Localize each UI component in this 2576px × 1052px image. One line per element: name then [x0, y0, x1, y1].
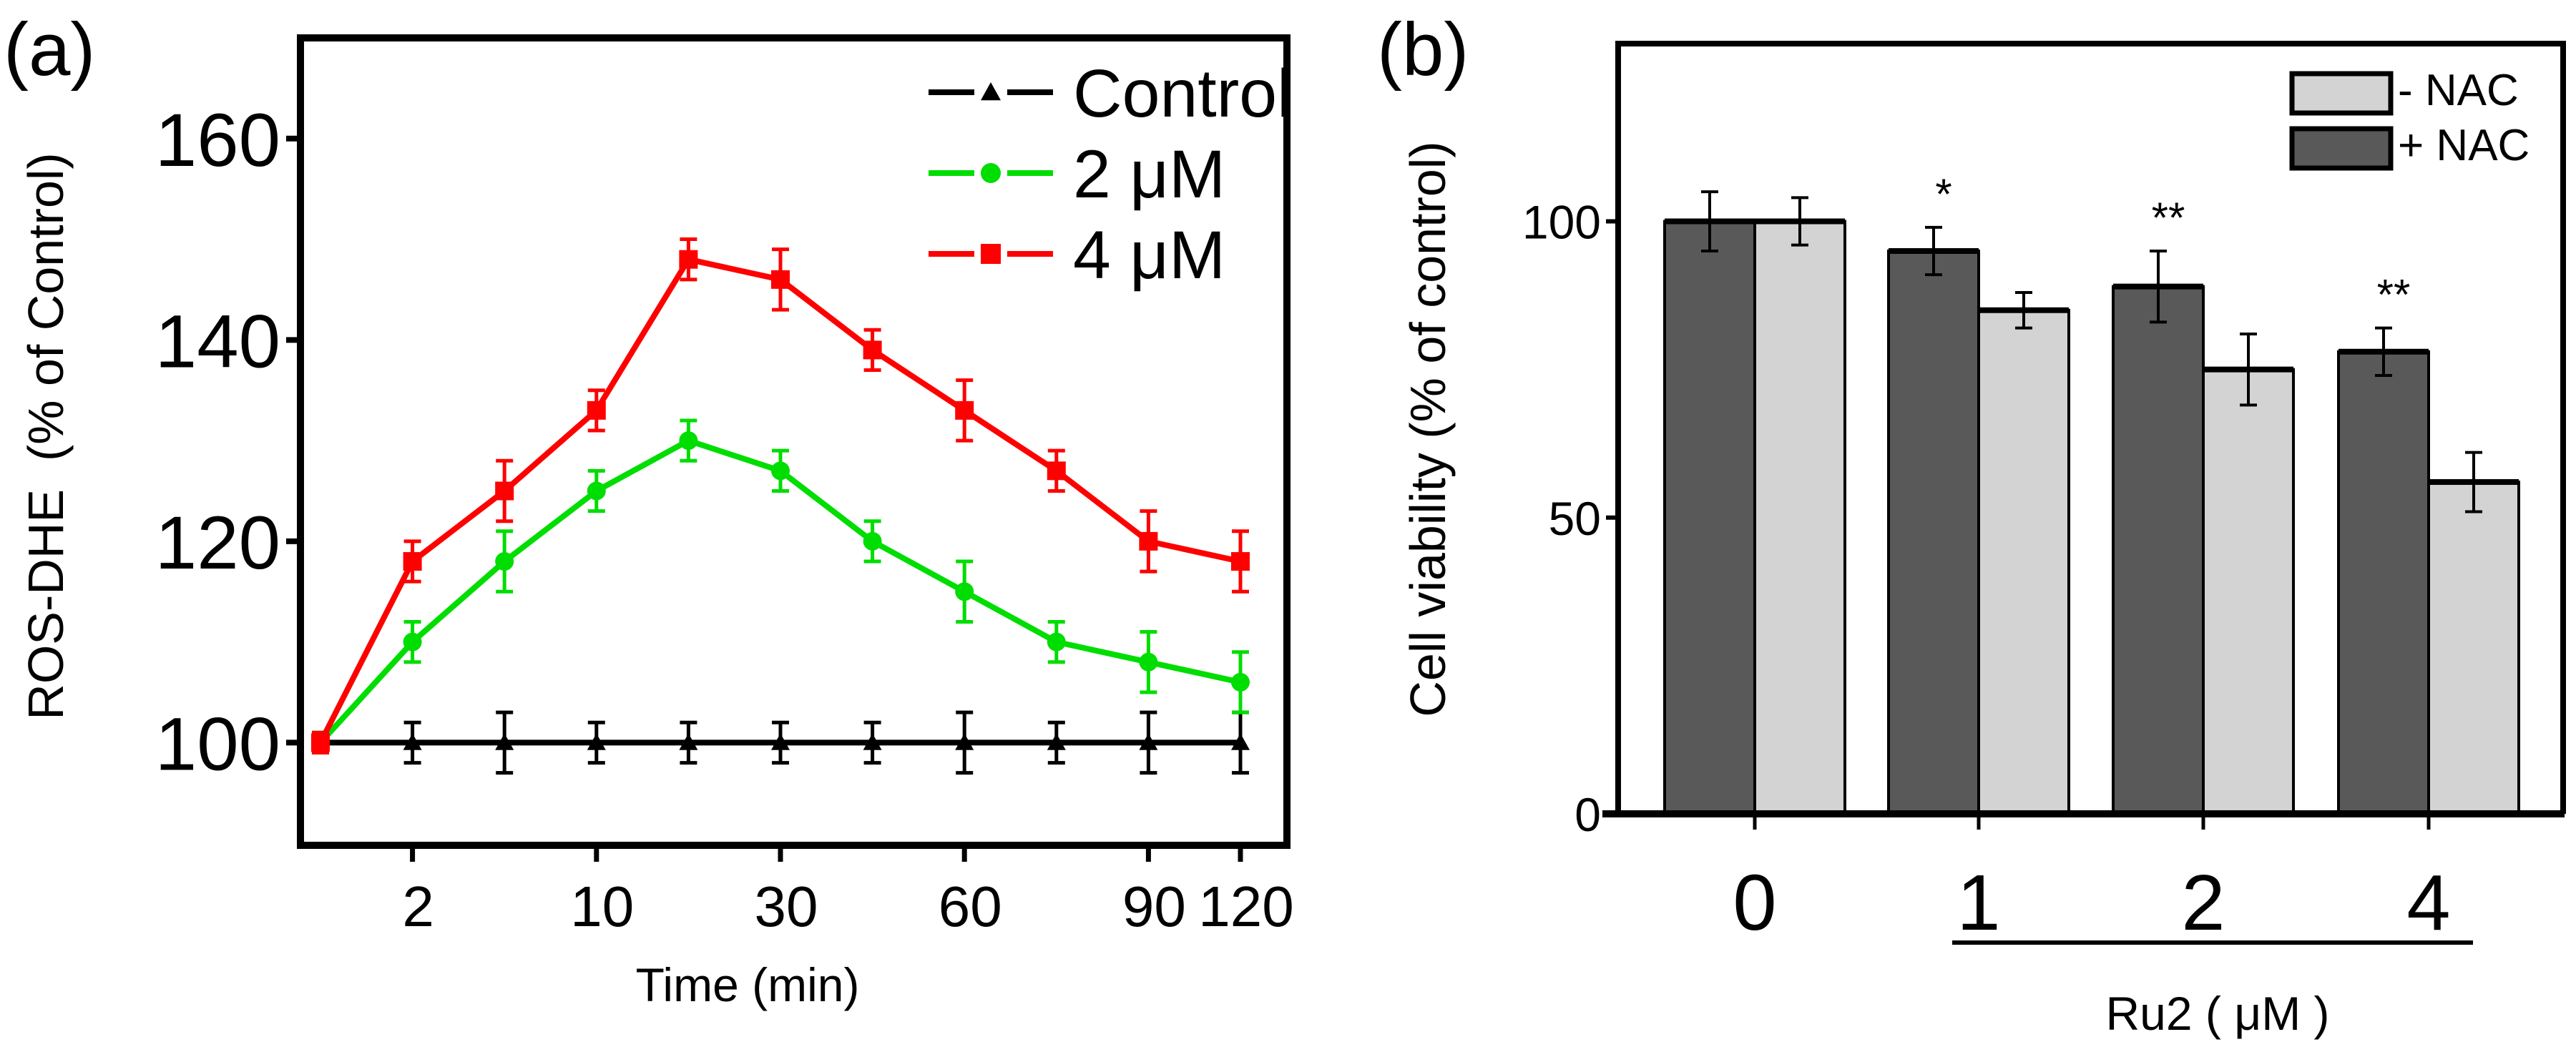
data-point [679, 733, 698, 750]
data-point [587, 733, 606, 750]
legend-marker [981, 163, 1001, 183]
data-point [1047, 632, 1066, 652]
legend-label: 2 μM [1073, 137, 1225, 212]
panel-a-label: (a) [4, 8, 95, 92]
bar [1753, 220, 1846, 815]
panel-b-x-axis-label: Ru2 ( μM ) [2105, 987, 2329, 1040]
legend-swatch [2289, 71, 2394, 116]
data-point [587, 481, 606, 501]
data-point [495, 552, 514, 571]
data-point [955, 582, 974, 601]
data-point [403, 552, 422, 571]
data-point [1231, 552, 1250, 571]
bar [1887, 249, 1980, 815]
bar [2337, 350, 2430, 815]
x-tick-label: 30 [755, 875, 818, 938]
data-point [679, 431, 698, 451]
data-point [863, 531, 882, 551]
data-point [1047, 733, 1066, 750]
data-point [1047, 461, 1066, 481]
data-point [771, 733, 790, 750]
x-tick-label: 10 [570, 875, 634, 938]
panel-b-plot-frame [1615, 41, 2566, 814]
legend-label: - NAC [2398, 66, 2519, 115]
legend-label: 4 μM [1073, 217, 1225, 293]
legend-marker [981, 82, 1001, 101]
data-point [1139, 733, 1158, 750]
bar [1663, 220, 1756, 815]
y-tick-label: 50 [1549, 492, 1601, 545]
data-point [403, 632, 422, 652]
y-tick-label: 100 [1522, 196, 1601, 249]
x-tick-label: 4 [2406, 859, 2450, 947]
data-point [495, 733, 514, 750]
panel-a-plot-frame [297, 34, 1291, 849]
bar [2427, 481, 2520, 815]
data-point [955, 400, 974, 420]
legend-label: Control [1073, 56, 1292, 132]
x-tick-label: 1 [1957, 859, 2000, 947]
y-tick-label: 120 [155, 501, 280, 585]
x-tick-label: 2 [2181, 859, 2225, 947]
panel-a-y-axis-label: ROS-DHE (% of Control) [18, 152, 74, 719]
bar [2202, 368, 2295, 815]
x-tick-label: 90 [1122, 875, 1186, 938]
legend-swatch [2289, 126, 2394, 171]
data-point [771, 270, 790, 289]
significance-marker: * [1935, 170, 1951, 218]
y-tick-label: 100 [155, 702, 280, 786]
panel-a-x-axis-label: Time (min) [636, 958, 860, 1011]
y-tick-label: 160 [155, 99, 280, 182]
x-tick-label: 120 [1198, 875, 1293, 938]
data-point [587, 400, 606, 420]
data-point [311, 733, 330, 752]
data-point [863, 733, 882, 750]
data-point [1231, 672, 1250, 692]
significance-marker: ** [2152, 194, 2185, 242]
data-point [1139, 652, 1158, 672]
y-tick-label: 0 [1575, 788, 1601, 841]
data-point [403, 733, 422, 750]
x-tick-label: 2 [402, 875, 434, 938]
data-point [863, 340, 882, 360]
significance-marker: ** [2377, 271, 2411, 319]
data-point [1139, 531, 1158, 551]
legend-label: + NAC [2398, 121, 2530, 170]
series-line-2 [318, 256, 1241, 744]
bar [1977, 308, 2070, 815]
data-point [1231, 733, 1250, 750]
data-point [955, 733, 974, 750]
data-point [679, 250, 698, 269]
data-point [495, 481, 514, 501]
bar [2112, 285, 2205, 815]
y-tick-label: 140 [155, 300, 280, 383]
panel-b-label: (b) [1377, 8, 1469, 92]
x-tick-label: 60 [939, 875, 1002, 938]
panel-b-y-axis-label: Cell viability (% of control) [1400, 141, 1456, 717]
legend-marker [981, 244, 1001, 264]
x-tick-label: 0 [1733, 859, 1776, 947]
data-point [771, 461, 790, 481]
